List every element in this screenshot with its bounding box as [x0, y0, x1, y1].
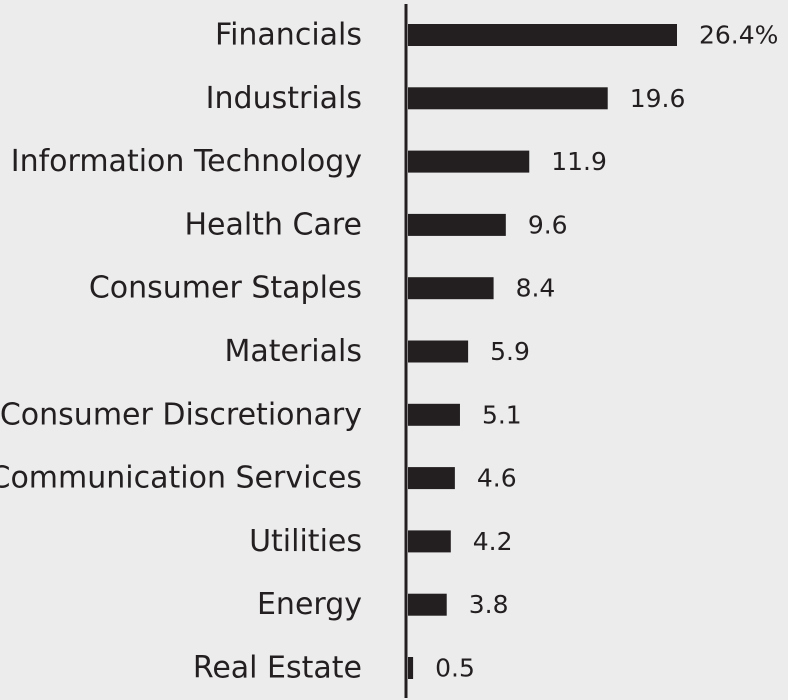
category-label: Energy	[257, 587, 362, 622]
bar	[408, 657, 414, 679]
bar	[408, 213, 506, 236]
value-label: 4.6	[477, 464, 517, 493]
category-label: Consumer Discretionary	[0, 397, 362, 432]
bar	[408, 24, 677, 46]
category-labels: Financials Industrials Information Technol…	[0, 18, 362, 686]
bar	[408, 467, 455, 490]
category-label: Financials	[215, 18, 362, 53]
value-labels: 26.4% 19.6 11.9 9.6 8.4 5.9 5.1 4.6 4.2 3.8 0.5	[435, 21, 778, 683]
category-label: Information Technology	[11, 144, 362, 179]
value-label: 8.4	[516, 274, 556, 303]
category-label: Industrials	[206, 81, 362, 116]
value-label: 11.9	[551, 147, 607, 176]
value-label: 0.5	[435, 654, 475, 683]
value-label: 4.2	[473, 527, 513, 556]
category-label: Real Estate	[193, 651, 362, 686]
value-label: 9.6	[528, 210, 568, 239]
bar	[408, 340, 469, 363]
value-label: 26.4%	[699, 21, 778, 50]
category-label: Materials	[224, 334, 362, 369]
value-label: 19.6	[630, 84, 686, 113]
bar	[408, 87, 608, 110]
bars	[408, 24, 677, 679]
bar	[408, 150, 530, 173]
category-label: Communication Services	[0, 461, 362, 496]
category-label: Health Care	[184, 207, 362, 242]
value-label: 5.1	[482, 400, 522, 429]
value-label: 5.9	[490, 337, 530, 366]
category-label: Consumer Staples	[89, 271, 362, 306]
bar	[408, 277, 494, 300]
bar	[408, 530, 451, 553]
value-label: 3.8	[469, 590, 509, 619]
bar	[408, 403, 460, 426]
category-label: Utilities	[249, 524, 362, 559]
bar	[408, 593, 447, 616]
